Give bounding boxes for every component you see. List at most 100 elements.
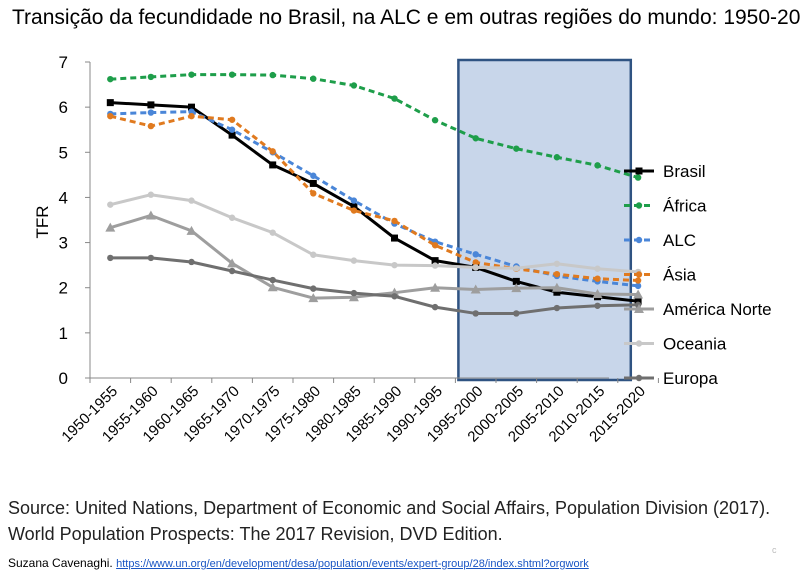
data-point (267, 282, 278, 292)
data-point (228, 116, 236, 123)
data-point (350, 289, 358, 297)
series-line (110, 73, 639, 180)
legend-item: Europa (624, 369, 718, 388)
data-point (269, 71, 276, 79)
data-point (553, 304, 561, 312)
legend-label: ALC (663, 231, 696, 250)
data-point (228, 131, 236, 139)
data-point (145, 210, 156, 220)
data-point (594, 302, 601, 309)
data-point (634, 277, 642, 284)
source-note: Source: United Nations, Department of Ec… (8, 498, 771, 544)
chart-title: Transição da fecundidade no Brasil, na A… (12, 6, 800, 29)
data-point (269, 276, 276, 284)
data-point (553, 288, 561, 296)
data-point (269, 148, 276, 155)
data-point (551, 282, 562, 292)
legend-marker (635, 236, 643, 244)
series-line (110, 101, 639, 303)
series-oceania (107, 191, 642, 276)
data-point (107, 75, 114, 83)
data-point (106, 99, 114, 107)
legend-marker (635, 374, 643, 382)
data-point (513, 310, 520, 317)
data-point (391, 293, 398, 300)
data-point (470, 284, 481, 294)
y-axis-label: TFR (33, 205, 52, 238)
y-tick-label: 3 (59, 234, 68, 253)
data-point (188, 197, 195, 204)
data-point (553, 270, 561, 278)
data-point (310, 251, 317, 258)
data-point (228, 71, 236, 78)
y-tick-label: 2 (59, 279, 68, 298)
data-point (310, 285, 317, 292)
legend-item: Ásia (624, 266, 697, 285)
data-point (472, 135, 479, 142)
data-point (431, 257, 439, 265)
data-point (513, 145, 520, 152)
data-point (391, 217, 398, 225)
data-point (310, 190, 317, 197)
data-point (553, 260, 561, 267)
data-point (147, 122, 155, 130)
legend-item: Oceania (624, 335, 727, 354)
data-point (511, 283, 522, 293)
author-name: Suzana Cavenaghi. (8, 556, 113, 570)
data-point (472, 251, 479, 258)
data-point (350, 82, 358, 89)
data-point (308, 293, 319, 303)
data-point (188, 103, 195, 111)
data-point (350, 257, 358, 264)
data-point (472, 259, 479, 266)
highlight-box (457, 58, 633, 382)
data-point (594, 275, 601, 282)
data-point (513, 265, 520, 272)
data-point (431, 117, 439, 124)
data-point (147, 191, 155, 198)
legend-item: América Norte (624, 300, 772, 319)
data-point (228, 126, 236, 133)
data-point (228, 267, 236, 275)
credit-line: Suzana Cavenaghi. https://www.un.org/en/… (8, 556, 589, 570)
legend-label: Oceania (663, 335, 727, 354)
data-point (188, 108, 195, 115)
corner-mark: c (772, 545, 777, 555)
y-tick-label: 7 (59, 53, 68, 72)
data-point (107, 254, 114, 262)
data-point (350, 207, 358, 214)
series-ásia (107, 112, 642, 284)
data-point (431, 242, 439, 249)
data-point (186, 225, 197, 235)
data-point (594, 265, 601, 272)
data-point (431, 303, 439, 311)
legend-label: Brasil (663, 162, 706, 181)
y-tick-label: 1 (59, 324, 68, 343)
data-point (391, 261, 398, 269)
data-point (634, 174, 642, 181)
data-point (147, 73, 155, 81)
legend-item: África (624, 197, 707, 216)
data-point (634, 282, 642, 290)
data-point (633, 289, 644, 299)
data-point (309, 179, 317, 187)
data-point (553, 154, 561, 161)
data-point (348, 292, 359, 302)
data-point (512, 277, 520, 285)
legend-marker (635, 167, 643, 175)
data-point (391, 95, 398, 102)
data-point (107, 112, 114, 120)
data-point (431, 262, 439, 269)
data-point (188, 112, 195, 120)
data-point (472, 310, 479, 317)
data-point (472, 264, 479, 271)
y-tick-label: 5 (59, 143, 68, 162)
legend-marker (635, 271, 643, 278)
data-point (391, 234, 398, 242)
y-tick-label: 6 (59, 98, 68, 117)
legend-marker (635, 340, 643, 347)
data-point (105, 222, 116, 232)
legend-item: ALC (624, 231, 696, 250)
legend-label: África (663, 197, 707, 216)
source-link[interactable]: https://www.un.org/en/development/desa/p… (116, 558, 589, 570)
